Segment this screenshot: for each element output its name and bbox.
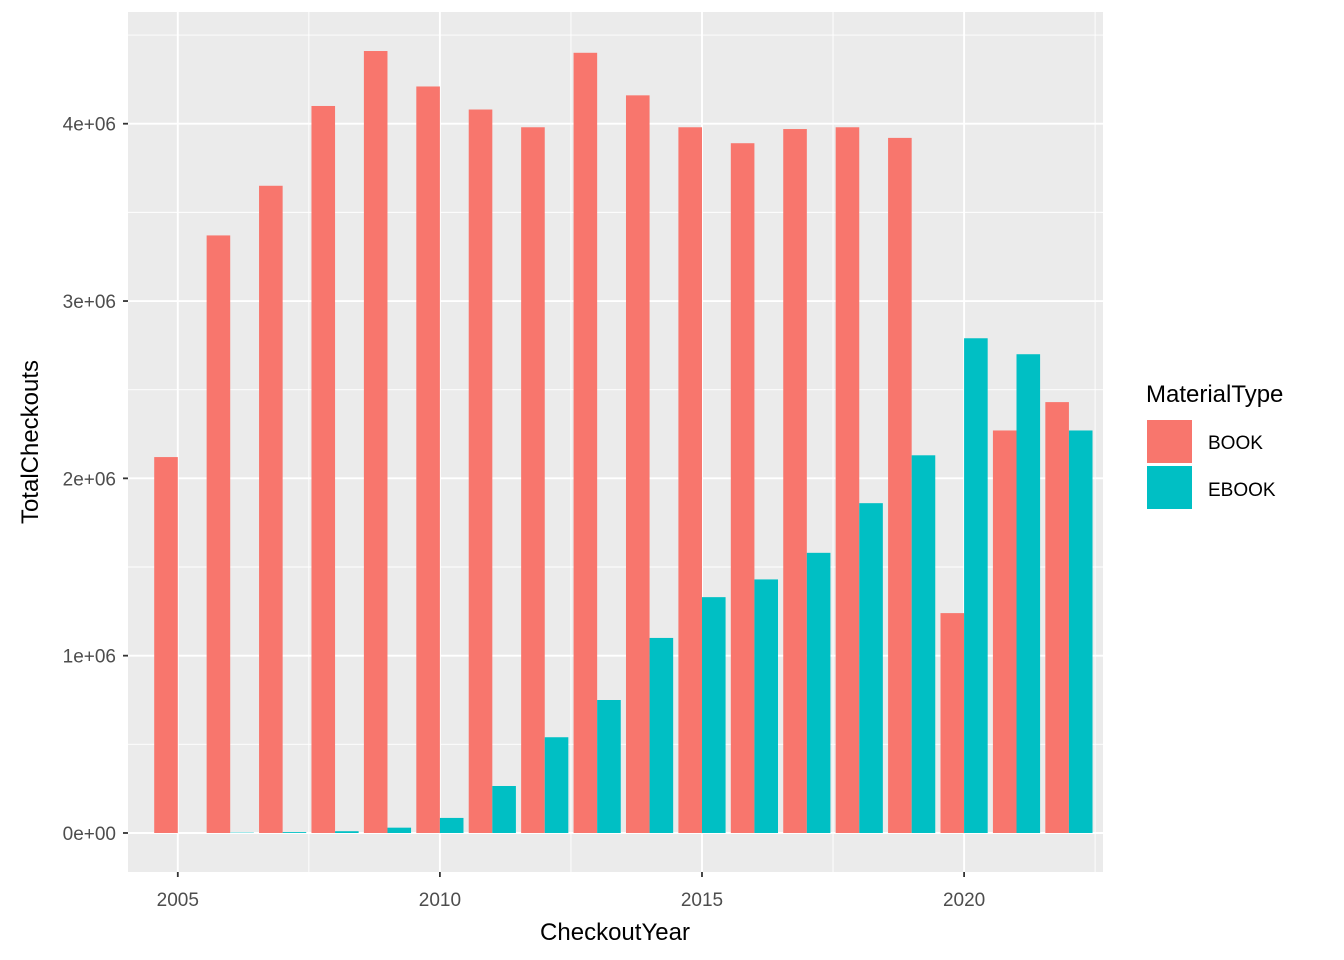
x-tick-label: 2010 (419, 890, 461, 911)
bar-ebook-2017 (806, 552, 831, 833)
legend-key-book (1147, 420, 1192, 463)
bar-book-2010 (416, 86, 440, 833)
bar-ebook-2015 (701, 597, 726, 833)
bar-ebook-2012 (544, 737, 569, 833)
bar-book-2013 (573, 52, 598, 833)
bar-book-2019 (888, 137, 912, 833)
bar-ebook-2010 (439, 817, 464, 833)
bar-ebook-2018 (859, 503, 883, 833)
legend-label-ebook: EBOOK (1208, 480, 1276, 501)
bar-ebook-2019 (911, 455, 936, 833)
x-tick-label: 2015 (681, 890, 723, 911)
bar-ebook-2016 (754, 579, 778, 833)
bar-book-2016 (730, 143, 755, 833)
grid-minor (128, 12, 1103, 872)
bar-book-2005 (154, 457, 178, 833)
bar-ebook-2013 (597, 700, 621, 833)
bar-ebook-2008 (335, 831, 359, 833)
y-tick-label: 2e+06 (63, 469, 116, 490)
bar-book-2009 (363, 51, 388, 833)
x-tick-label: 2005 (157, 890, 199, 911)
bar-book-2006 (206, 235, 231, 833)
x-axis-title: CheckoutYear (540, 919, 690, 946)
bar-book-2008 (311, 105, 336, 833)
bar-ebook-2007 (282, 832, 307, 833)
y-tick-label: 0e+00 (63, 824, 116, 845)
bar-book-2012 (521, 127, 545, 833)
bar-book-2021 (992, 430, 1017, 833)
bar-book-2018 (835, 127, 860, 833)
legend-label-book: BOOK (1208, 433, 1263, 454)
bar-book-2022 (1045, 402, 1069, 833)
bar-book-2007 (259, 185, 283, 833)
bar-book-2011 (468, 109, 493, 833)
bar-book-2017 (783, 129, 807, 833)
bar-book-2014 (625, 95, 650, 833)
bar-ebook-2020 (964, 338, 988, 833)
bar-book-2015 (678, 127, 702, 833)
bar-ebook-2011 (492, 786, 516, 833)
y-axis-title: TotalCheckouts (17, 360, 44, 524)
bar-ebook-2009 (387, 827, 412, 833)
y-tick-label: 1e+06 (63, 647, 116, 668)
bar-ebook-2021 (1016, 354, 1041, 833)
bar-ebook-2014 (649, 637, 674, 833)
bars (154, 51, 1093, 833)
bar-ebook-2022 (1068, 430, 1093, 833)
x-tick-label: 2020 (943, 890, 985, 911)
bar-book-2020 (940, 613, 965, 833)
x-axis: 2005 2010 2015 2020 (157, 872, 985, 911)
legend-key-ebook (1147, 466, 1192, 509)
legend: MaterialType BOOK EBOOK (1146, 381, 1283, 509)
y-tick-label: 3e+06 (63, 292, 116, 313)
legend-title: MaterialType (1146, 381, 1283, 408)
y-axis: 0e+00 1e+06 2e+06 3e+06 4e+06 (63, 115, 128, 845)
y-tick-label: 4e+06 (63, 115, 116, 136)
